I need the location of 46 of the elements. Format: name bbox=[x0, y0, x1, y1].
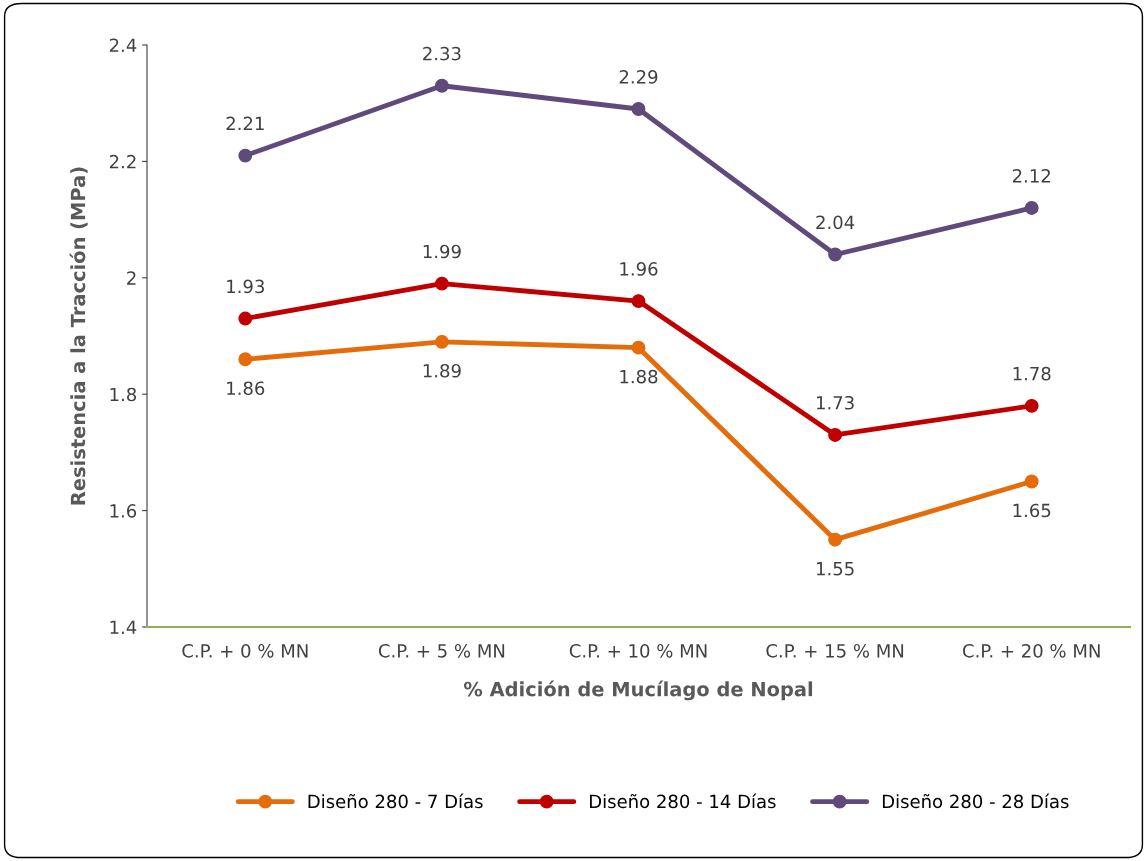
data-label: 2.21 bbox=[226, 116, 264, 131]
x-tick-label: C.P. + 15 % MN bbox=[766, 643, 904, 658]
data-label: 1.86 bbox=[227, 381, 265, 396]
data-label: 1.99 bbox=[423, 244, 461, 259]
point bbox=[434, 276, 449, 291]
data-label: 2.12 bbox=[1012, 168, 1050, 183]
x-tick-label: C.P. + 10 % MN bbox=[569, 643, 707, 658]
point bbox=[434, 78, 449, 93]
legend-label: Diseño 280 - 7 Días bbox=[308, 793, 483, 809]
point bbox=[434, 334, 449, 349]
point bbox=[631, 340, 646, 355]
y-tick-label: 2.2 bbox=[109, 154, 136, 169]
data-label: 1.96 bbox=[620, 262, 658, 276]
point bbox=[828, 247, 843, 262]
point bbox=[1024, 474, 1039, 489]
x-tick-label: C.P. + 5 % MN bbox=[378, 643, 505, 658]
point bbox=[1024, 201, 1039, 215]
data-label: 1.78 bbox=[1013, 366, 1051, 381]
data-label: 1.65 bbox=[1013, 503, 1051, 518]
data-label: 1.89 bbox=[423, 363, 461, 378]
data-label: 1.73 bbox=[816, 395, 854, 410]
x-tick-label: C.P. + 20 % MN bbox=[962, 643, 1100, 658]
data-label: 2.33 bbox=[423, 46, 461, 61]
data-label: 1.88 bbox=[620, 369, 658, 384]
data-label: 2.29 bbox=[619, 70, 658, 84]
data-label: 2.04 bbox=[816, 215, 855, 230]
y-axis-title: Resistencia a la Tracción (MPa) bbox=[69, 167, 88, 505]
y-tick-label: 2 bbox=[127, 271, 136, 285]
data-label: 1.55 bbox=[816, 562, 854, 576]
point bbox=[238, 148, 253, 163]
point bbox=[1024, 398, 1039, 413]
x-tick-label: C.P. + 0 % MN bbox=[182, 643, 308, 658]
y-tick-label: 2.4 bbox=[109, 38, 137, 52]
legend-label: Diseño 280 - 28 Días bbox=[882, 793, 1069, 809]
point bbox=[238, 311, 253, 326]
point bbox=[631, 294, 646, 309]
point bbox=[238, 352, 253, 367]
data-label: 1.93 bbox=[227, 279, 264, 294]
point bbox=[828, 532, 843, 547]
y-tick-label: 1.4 bbox=[110, 620, 137, 634]
point bbox=[828, 427, 843, 442]
x-axis-title: % Adición de Mucílago de Nopal bbox=[463, 680, 813, 701]
y-tick-label: 1.6 bbox=[110, 504, 137, 518]
y-tick-label: 1.8 bbox=[110, 387, 137, 402]
legend-label: Diseño 280 - 14 Días bbox=[590, 793, 776, 809]
point bbox=[631, 102, 646, 116]
